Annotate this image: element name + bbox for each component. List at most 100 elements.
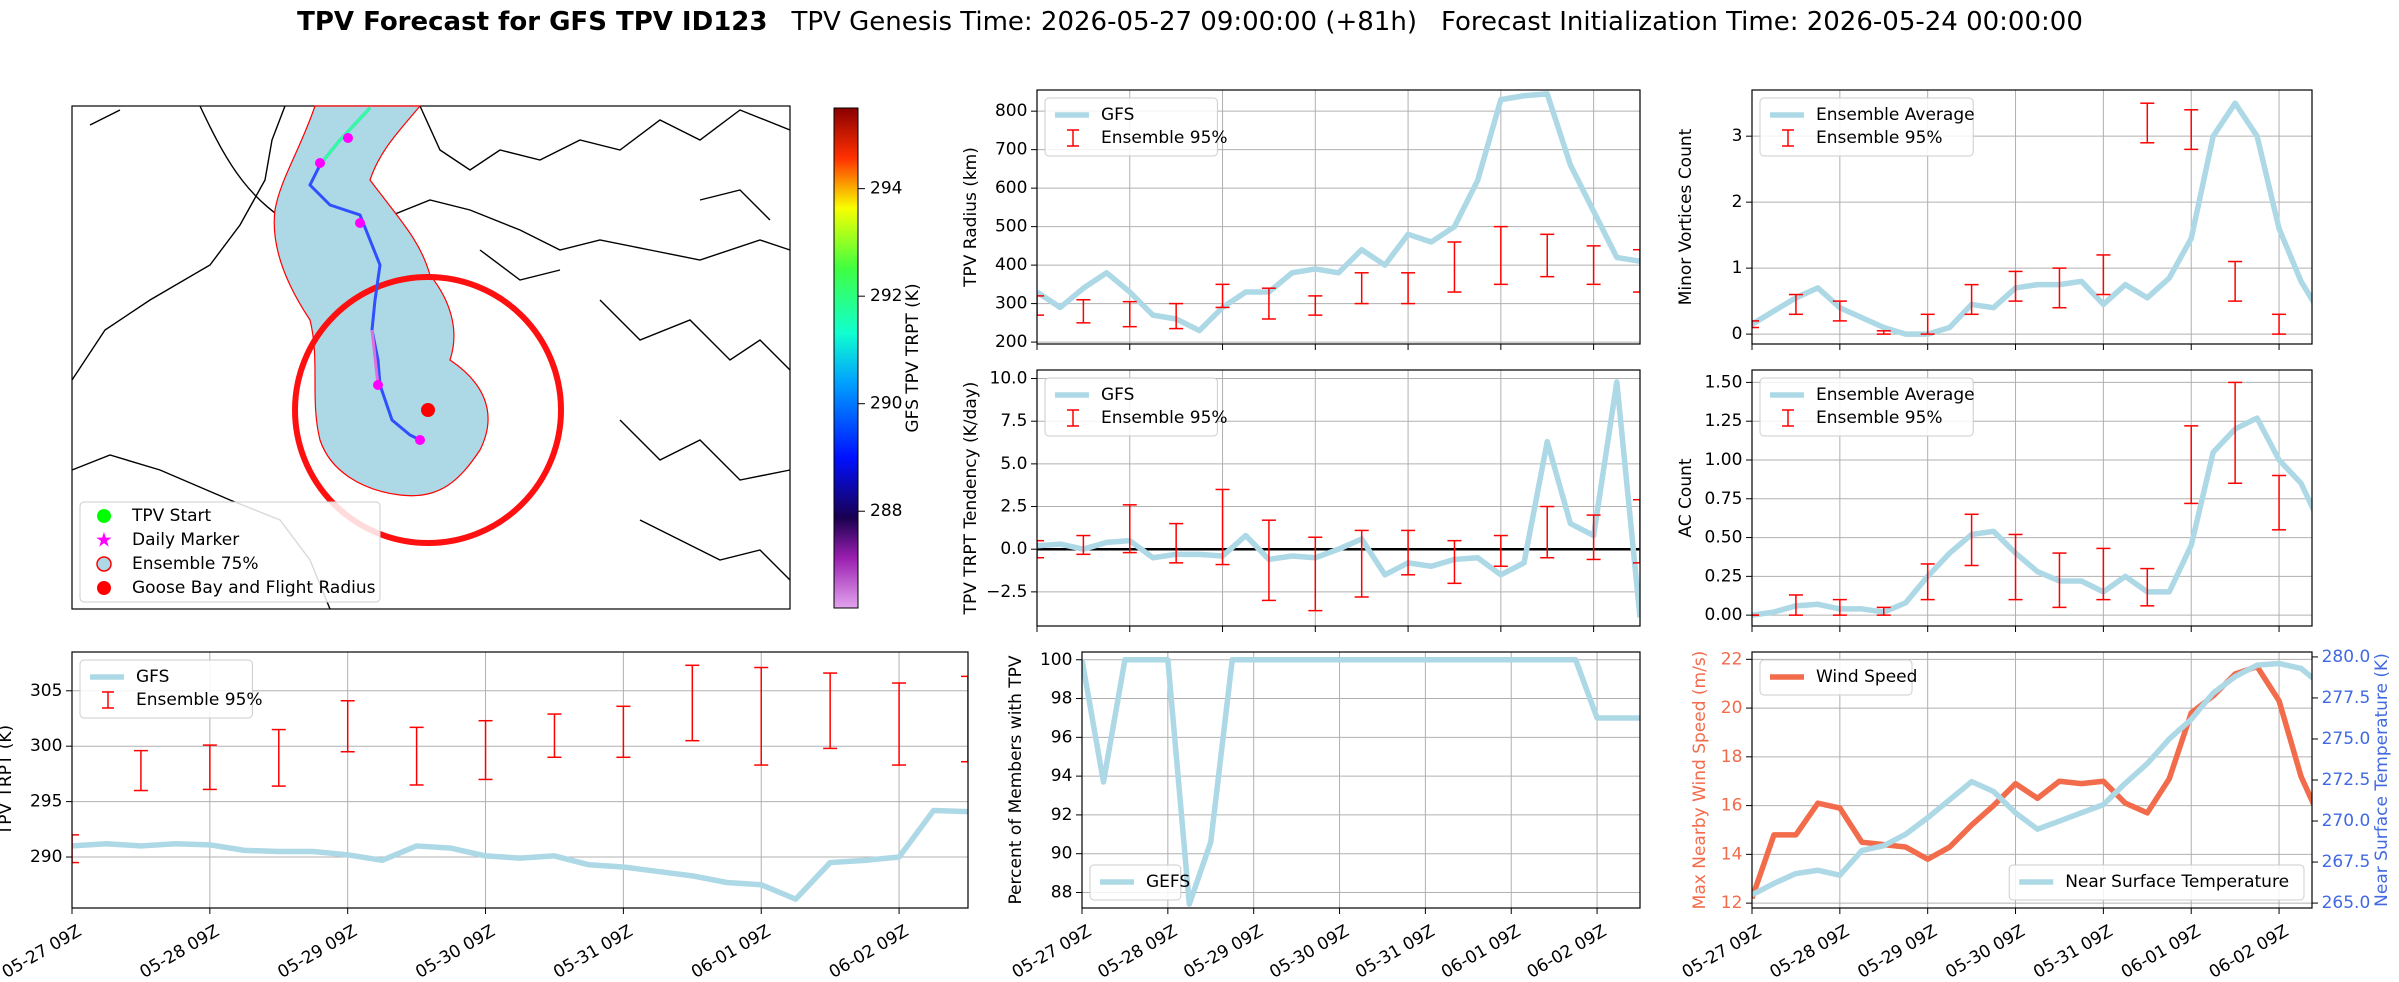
error-bar — [1493, 534, 1508, 568]
y-tick-label: 300 — [995, 294, 1027, 314]
error-bar — [961, 675, 968, 763]
error-bar — [1076, 298, 1091, 324]
y-tick-label: 10.0 — [990, 369, 1028, 389]
error-bar — [1261, 287, 1276, 320]
error-bar — [1308, 536, 1323, 612]
error-bar — [1633, 248, 1640, 293]
error-bar — [1540, 233, 1555, 278]
legend: Wind Speed — [1759, 659, 1917, 696]
y-tick-label: 96 — [1051, 727, 1073, 747]
x-tick-label: 05-28 09Z — [1767, 921, 1853, 982]
y-tick-label: 1 — [1732, 258, 1743, 278]
y-tick-label: 100 — [1040, 650, 1072, 670]
y-tick-label: 18 — [1721, 747, 1743, 767]
error-bar — [1920, 313, 1935, 335]
y-axis-label: TPV TRPT Tendency (K/day) — [961, 382, 981, 616]
error-bar — [2052, 552, 2067, 609]
plot: 05-27 09Z 05-28 09Z 05-29 09Z 05-30 09Z 05-3… — [1679, 647, 2392, 982]
error-bar — [1037, 539, 1044, 559]
error-bar — [2228, 260, 2243, 302]
legend-label: Ensemble Average — [1816, 385, 1975, 405]
plot: 200 300 400 500 600 700 800 TPV Radius (km) GFS E… — [961, 89, 1641, 352]
legend: Near Surface Temperature — [2008, 864, 2305, 901]
genesis-time: TPV Genesis Time: 2026-05-27 09:00:00 (+… — [790, 7, 1417, 37]
x-tick-label: 06-01 09Z — [688, 921, 774, 982]
x-tick-label: 05-31 09Z — [2030, 921, 2116, 982]
y-tick-label: 0.00 — [1705, 605, 1743, 625]
y-tick-label: 16 — [1721, 796, 1743, 816]
error-bar — [1215, 283, 1230, 309]
y-tick-label: 14 — [1721, 844, 1743, 864]
y-tick-label: 0 — [1732, 324, 1743, 344]
y-tick-label: 300 — [30, 736, 62, 756]
error-bar — [1354, 272, 1369, 305]
y-tick-label: 270.0 — [2322, 811, 2371, 831]
x-tick-label: 05-30 09Z — [412, 921, 498, 982]
y-tick-label: 295 — [30, 792, 62, 812]
error-bar — [2096, 547, 2111, 601]
y-tick-label: 275.0 — [2322, 729, 2371, 749]
legend: GFS Ensemble 95% — [1044, 97, 1228, 157]
error-bar — [2316, 321, 2330, 334]
error-bar — [72, 834, 79, 864]
series-line — [1752, 660, 2312, 898]
error-bar — [2184, 425, 2199, 505]
x-tick-label: 06-01 09Z — [1438, 921, 1524, 982]
y-tick-label: 90 — [1051, 844, 1073, 864]
legend-frame — [2008, 864, 2305, 901]
plot: 05-27 09Z 05-28 09Z 05-29 09Z 05-30 09Z 05-3… — [0, 651, 969, 982]
error-bar — [823, 672, 838, 750]
x-tick-label: 05-28 09Z — [137, 921, 223, 982]
error-bar — [1493, 225, 1508, 286]
x-tick-label: 05-31 09Z — [1352, 921, 1438, 982]
x-tick-label: 06-01 09Z — [2118, 921, 2204, 982]
error-bar — [616, 705, 631, 759]
error-bar — [2272, 313, 2287, 335]
error-bar — [892, 682, 907, 766]
legend-marker — [97, 581, 111, 595]
x-tick-label: 05-31 09Z — [550, 921, 636, 982]
legend-label: Ensemble 95% — [1816, 408, 1943, 428]
legend-marker: ★ — [95, 528, 113, 552]
error-bar — [1215, 488, 1230, 566]
legend: GEFS — [1089, 864, 1190, 901]
y-axis-label: TPV Radius (km) — [961, 147, 981, 288]
plot-frame — [1751, 89, 2313, 345]
error-bar — [1876, 330, 1891, 335]
error-bar — [2052, 267, 2067, 309]
y-tick-label: 12 — [1721, 893, 1743, 913]
error-bar — [1752, 320, 1759, 329]
error-bar — [1832, 598, 1847, 616]
colorbar — [833, 107, 859, 609]
error-bar — [1308, 295, 1323, 316]
legend-label: TPV Start — [131, 506, 212, 526]
legend-label: GFS — [1101, 105, 1134, 125]
series-line — [72, 807, 968, 902]
legend-marker — [97, 509, 111, 523]
series-group — [72, 664, 968, 902]
plot-frame — [71, 651, 969, 909]
error-bar — [1401, 272, 1416, 305]
y-tick-label: 1.25 — [1705, 411, 1743, 431]
plot-frame — [1081, 651, 1641, 909]
error-bar — [1076, 534, 1091, 556]
series-line — [1752, 415, 2312, 618]
error-bar — [1586, 245, 1601, 286]
error-bar — [1788, 594, 1803, 616]
legend-label: GEFS — [1146, 872, 1190, 892]
error-bar — [1586, 514, 1601, 561]
init-time: Forecast Initialization Time: 2026-05-24… — [1441, 7, 2083, 37]
y-tick-label: 3 — [1732, 126, 1743, 146]
y-tick-label: 2 — [1732, 192, 1743, 212]
series-group — [1752, 100, 2330, 337]
y-tick-label: 400 — [995, 255, 1027, 275]
error-bar — [1964, 513, 1979, 567]
y-axis-label: TPV TRPT (K) — [0, 725, 16, 836]
legend-label: Ensemble 75% — [132, 554, 259, 574]
error-bar — [2096, 254, 2111, 296]
error-bar — [1964, 283, 1979, 316]
legend-label: Near Surface Temperature — [2065, 872, 2289, 892]
y-tick-label: 280.0 — [2322, 647, 2371, 667]
error-bar — [2184, 109, 2199, 151]
